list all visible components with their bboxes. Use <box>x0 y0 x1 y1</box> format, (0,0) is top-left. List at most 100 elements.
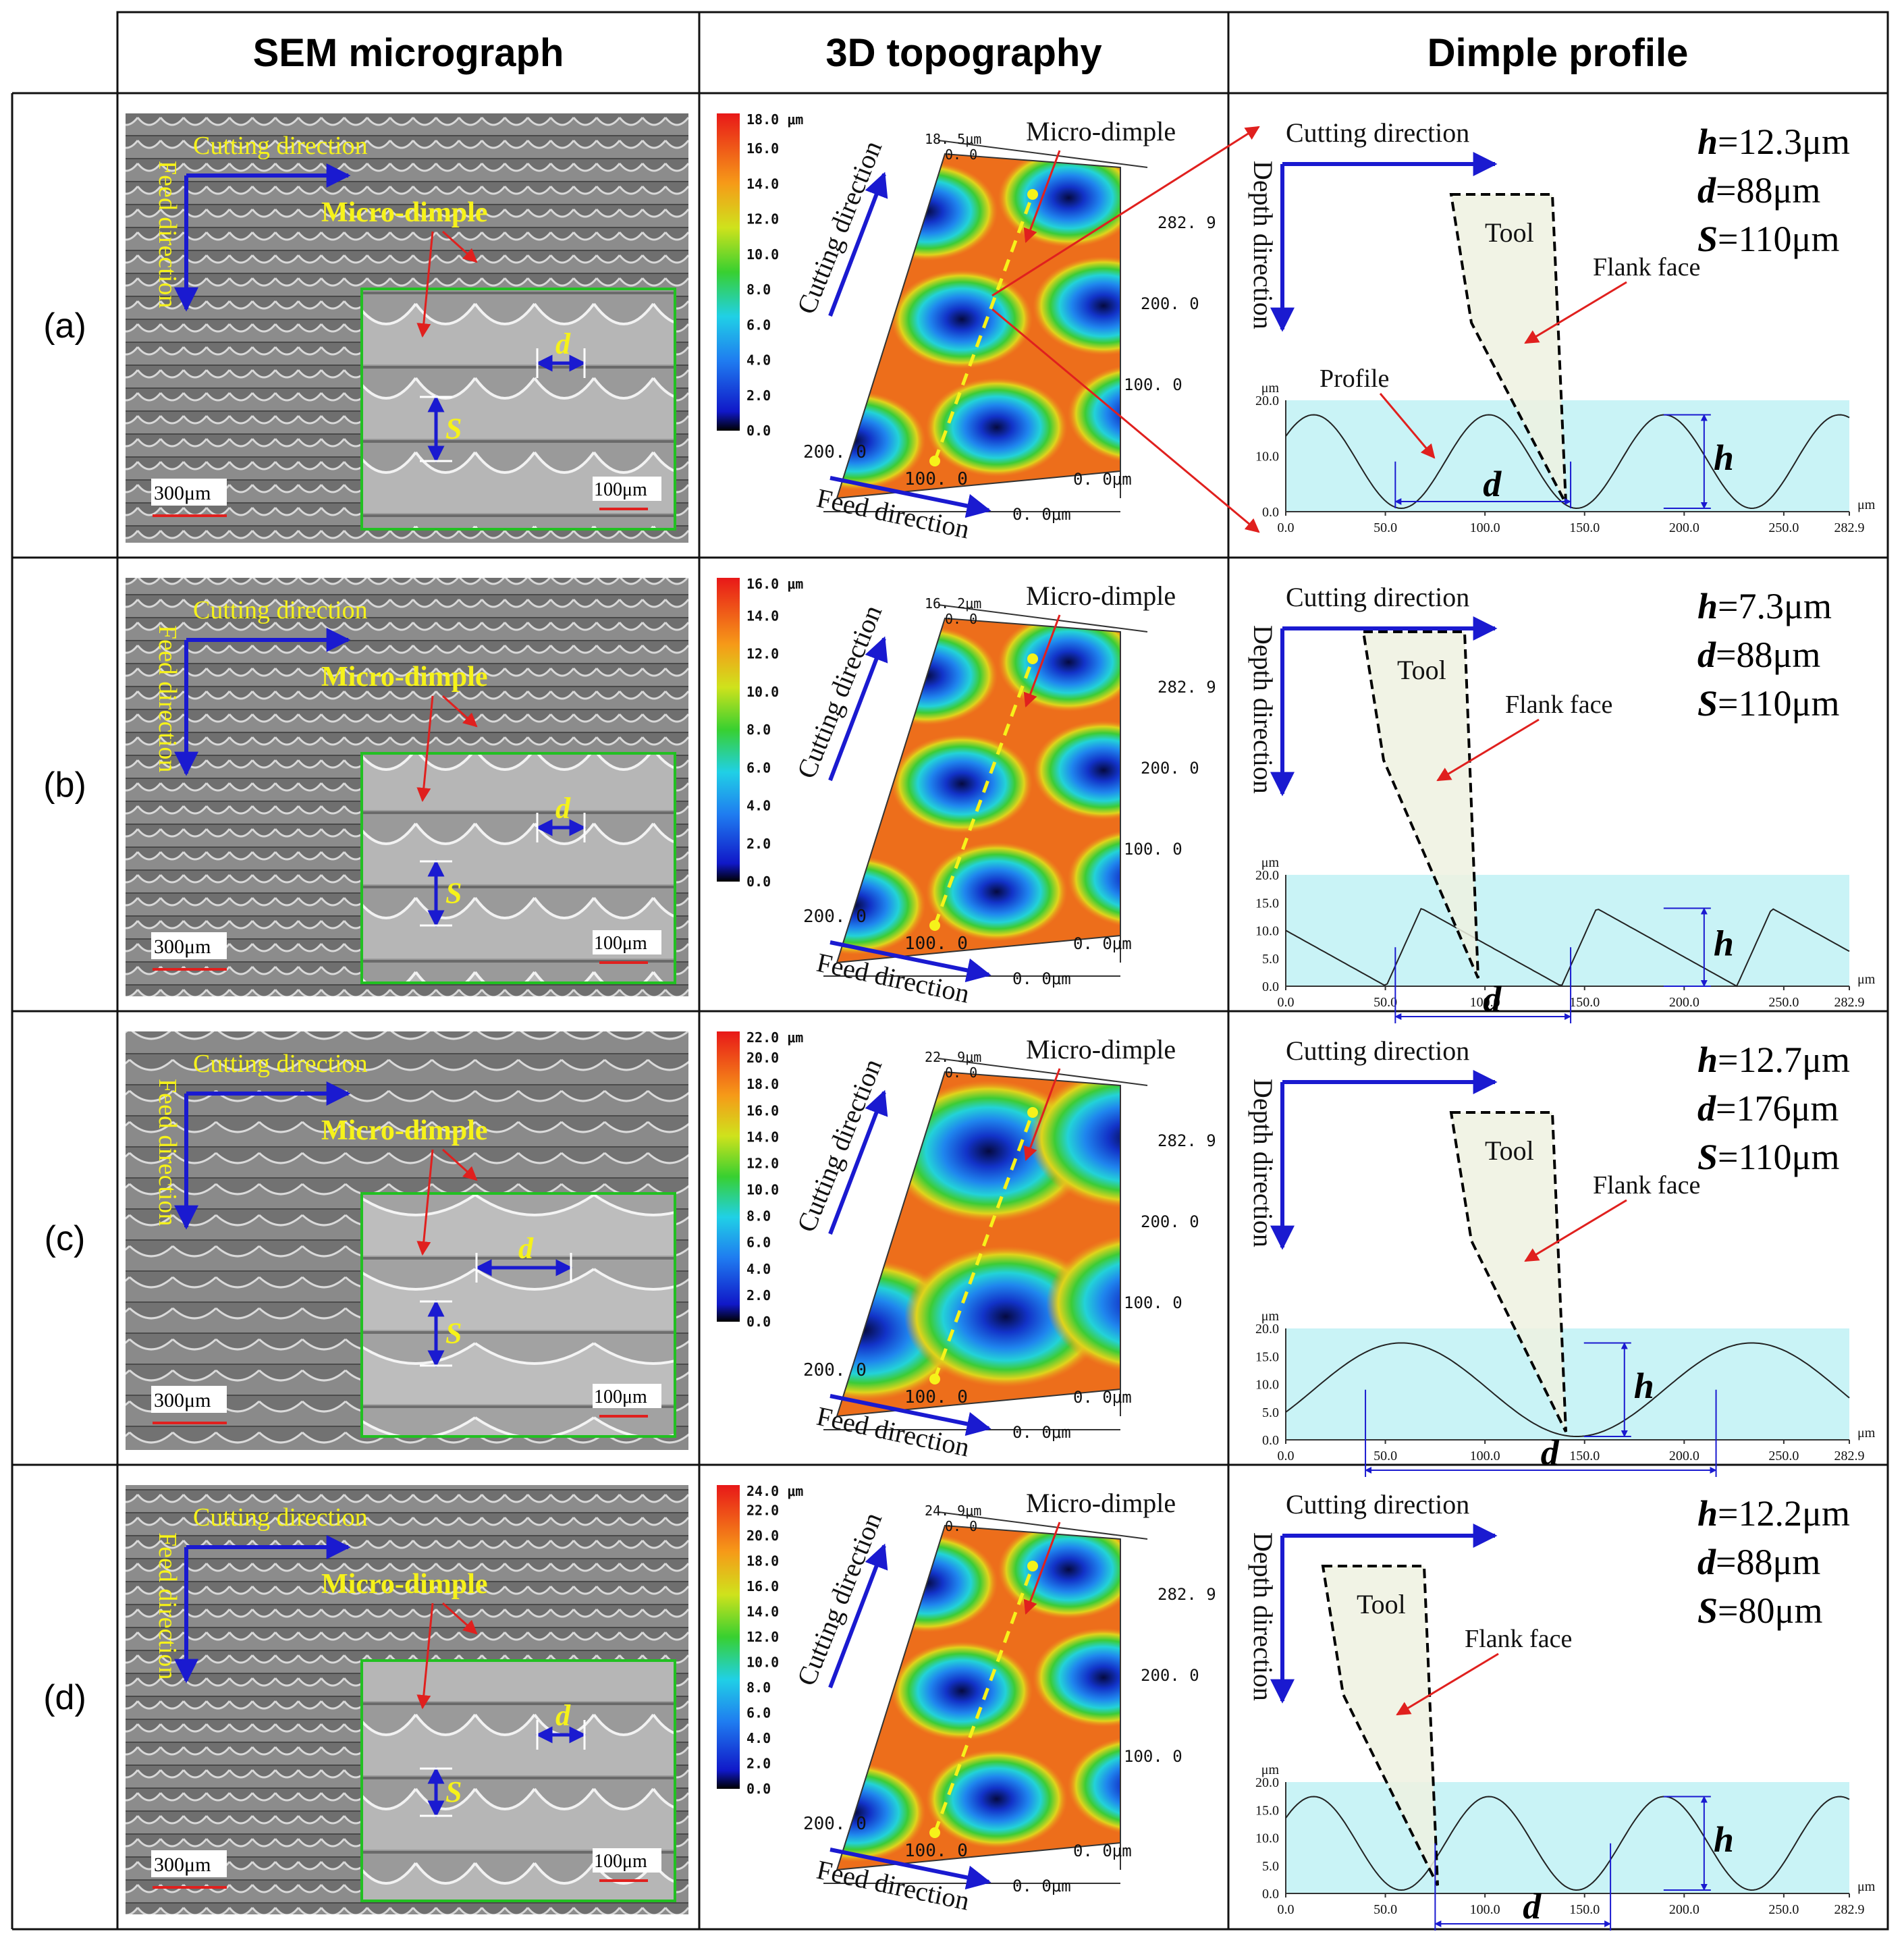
d-symbol: d <box>555 327 571 360</box>
xy-origin-label: 0. 0μm <box>1012 1423 1071 1442</box>
feed-tick: 100. 0 <box>904 469 968 489</box>
cutting-arrow <box>828 1089 888 1235</box>
xy-origin-label: 0. 0μm <box>1073 934 1132 953</box>
colorbar-tick: 4.0 <box>746 1261 771 1277</box>
param-d-symbol: d <box>1697 170 1716 211</box>
table-grid <box>11 11 1889 1931</box>
section-end <box>1027 189 1038 200</box>
param-s-symbol: S <box>1697 683 1718 724</box>
y-tick-label: 10.0 <box>1255 1378 1279 1393</box>
x-tick-label: 200.0 <box>1669 1449 1699 1463</box>
colorbar-max: 18.0 μm <box>746 111 803 128</box>
param-h-value: =12.3μm <box>1718 122 1850 162</box>
pointer-arrow <box>441 230 478 263</box>
x-tick-label: 150.0 <box>1569 995 1600 1010</box>
colorbar-tick: 4.0 <box>746 798 771 814</box>
dimple-spot <box>1067 364 1120 464</box>
colorbar-tick: 12.0 <box>746 646 779 662</box>
y-unit-label: μm <box>1261 1762 1280 1777</box>
y-tick-label: 20.0 <box>1255 394 1279 408</box>
cutting-direction-label: Cutting direction <box>1286 582 1469 612</box>
s-symbol: S <box>445 877 462 910</box>
x-unit-label: μm <box>1857 1426 1876 1441</box>
s-symbol: S <box>445 412 462 446</box>
dimple-spot <box>1067 1735 1120 1835</box>
colorbar-tick: 2.0 <box>746 387 771 404</box>
dimple-spot <box>1174 1615 1316 1714</box>
topo-tick: 200. 0 <box>1141 759 1199 778</box>
scale-small-label: 100μm <box>594 479 647 500</box>
x-tick-label: 150.0 <box>1569 520 1600 535</box>
colorbar-tick: 8.0 <box>746 281 771 298</box>
profile-plot-bg <box>1286 875 1849 986</box>
dimple-spot <box>1105 491 1247 591</box>
flank-face-label: Flank face <box>1593 253 1700 281</box>
param-h-value: =7.3μm <box>1718 586 1832 626</box>
micro-dimple-topo-label: Micro-dimple <box>1026 116 1176 146</box>
pointer-arrow <box>1524 1199 1627 1262</box>
colorbar-tick: 0.0 <box>746 423 771 439</box>
row-label: (d) <box>43 1678 86 1717</box>
colorbar-tick: 12.0 <box>746 211 779 227</box>
x-tick-label: 150.0 <box>1569 1902 1600 1917</box>
param-d: d=176μm <box>1697 1088 1839 1129</box>
cutting-arrow <box>828 636 888 782</box>
scale-large-label: 300μm <box>154 936 211 958</box>
colorbar-tick: 2.0 <box>746 836 771 852</box>
micro-dimple-topo-label: Micro-dimple <box>1026 1488 1176 1518</box>
pointer-arrow <box>416 1603 434 1710</box>
x-tick-label: 250.0 <box>1768 520 1799 535</box>
colorbar-tick: 22.0 <box>746 1503 779 1519</box>
param-d-symbol: d <box>1697 635 1716 675</box>
x-tick-label: 0.0 <box>1278 520 1295 535</box>
row-3: (d) Cutting direction Feed direction Micro-… <box>43 1483 1876 1931</box>
z-origin-label: 0. 0 <box>945 146 977 163</box>
profile-section-line <box>933 1565 1035 1833</box>
depth-direction-label: Depth direction <box>1248 1532 1278 1701</box>
sem-panel: Cutting direction Feed direction Micro-dim… <box>126 578 688 996</box>
depth-direction-label: Depth direction <box>1248 161 1278 329</box>
param-h-value: =12.2μm <box>1718 1493 1850 1534</box>
y-tick-label: 10.0 <box>1255 450 1279 464</box>
feed-arrow <box>829 940 991 983</box>
y-unit-label: μm <box>1261 381 1280 396</box>
dimple-spot <box>891 734 1033 834</box>
dimple-spot <box>1033 256 1120 356</box>
colorbar-tick: 14.0 <box>746 1604 779 1620</box>
feed-direction-label: Feed direction <box>153 161 182 308</box>
dimple-spot <box>1247 14 1388 113</box>
cutting-direction-label: Cutting direction <box>1286 1489 1469 1519</box>
scale-box <box>593 1848 661 1873</box>
colorbar-tick: 12.0 <box>746 1629 779 1645</box>
profile-panel: 0.0 50.0 100.0 150.0 200.0 250.0 282.9 μm 0.0 5.0… <box>1248 582 1876 1023</box>
tool-shape <box>1449 1111 1567 1432</box>
colorbar-tick: 14.0 <box>746 176 779 192</box>
feed-direction-label: Feed direction <box>153 625 182 772</box>
scale-box <box>151 1386 227 1413</box>
colorbar-tick: 4.0 <box>746 1730 771 1746</box>
colorbar <box>717 113 740 431</box>
profile-panel: 0.0 50.0 100.0 150.0 200.0 250.0 282.9 μm 0.0 10.… <box>991 117 1876 535</box>
profile-section-line <box>933 1112 1035 1380</box>
xy-origin-label: 0. 0μm <box>1073 1388 1132 1407</box>
d-symbol: d <box>555 792 571 825</box>
d-dimension-label: d <box>1523 1886 1542 1927</box>
cutting-arrow <box>828 1543 888 1689</box>
x-unit-label: μm <box>1857 1879 1876 1894</box>
x-tick-label: 250.0 <box>1768 1449 1799 1463</box>
pointer-arrow <box>441 1148 478 1181</box>
feed-tick: 100. 0 <box>904 934 968 954</box>
pointer-arrow <box>441 695 478 728</box>
colorbar-tick: 0.0 <box>746 1781 771 1797</box>
tool-shape <box>1449 193 1567 504</box>
feed-tick: 100. 0 <box>904 1841 968 1861</box>
colorbar-tick: 14.0 <box>746 1129 779 1145</box>
y-tick-label: 0.0 <box>1262 979 1279 994</box>
pointer-arrow <box>1023 614 1061 707</box>
param-h: h=12.7μm <box>1697 1040 1850 1080</box>
xy-origin-label: 0. 0μm <box>1012 1877 1071 1895</box>
xy-origin-label: 0. 0μm <box>1073 1841 1132 1860</box>
z-top-label: 24. 9μm <box>925 1503 981 1519</box>
row-label: (c) <box>45 1219 86 1258</box>
